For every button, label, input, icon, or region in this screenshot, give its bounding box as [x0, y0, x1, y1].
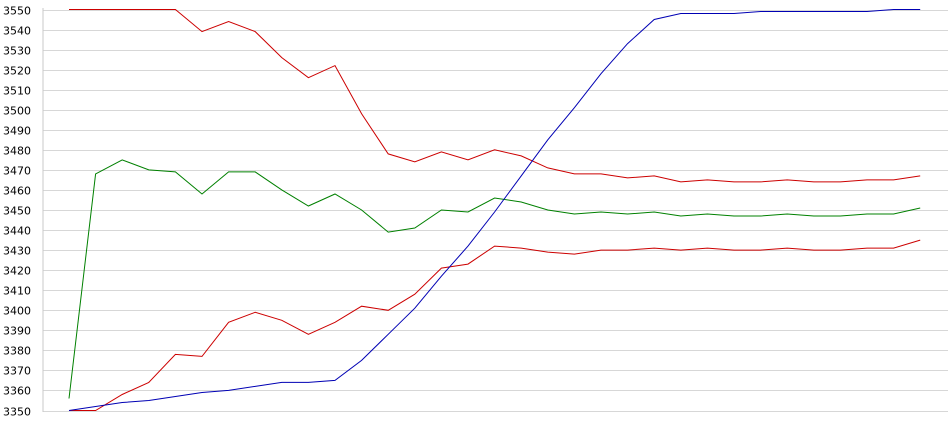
y-tick-label: 3460 — [3, 185, 31, 198]
series-line-2 — [68, 159, 921, 399]
y-tick-label: 3390 — [3, 325, 31, 338]
y-tick-label: 3500 — [3, 105, 31, 118]
y-tick-label: 3440 — [3, 225, 31, 238]
series-line-3 — [69, 239, 921, 411]
y-tick-label: 3350 — [3, 406, 31, 419]
series-lines — [68, 9, 921, 411]
y-tick-label: 3380 — [3, 345, 31, 358]
y-tick-label: 3470 — [3, 165, 31, 178]
y-tick-label: 3530 — [3, 45, 31, 58]
y-tick-label: 3360 — [3, 385, 31, 398]
y-tick-label: 3420 — [3, 265, 31, 278]
y-tick-label: 3480 — [3, 145, 31, 158]
y-axis-tick-labels: 3350 3360 3370 3380 3390 3400 3410 3420 3430 3440… — [3, 5, 31, 419]
y-tick-label: 3430 — [3, 245, 31, 258]
y-tick-label: 3490 — [3, 125, 31, 138]
y-tick-label: 3400 — [3, 305, 31, 318]
y-tick-label: 3520 — [3, 65, 31, 78]
y-tick-label: 3540 — [3, 25, 31, 38]
y-tick-label: 3450 — [3, 205, 31, 218]
series-line-4 — [68, 9, 921, 411]
series-line-1 — [69, 9, 921, 183]
y-tick-label: 3410 — [3, 285, 31, 298]
y-tick-label: 3550 — [3, 5, 31, 18]
y-tick-label: 3510 — [3, 85, 31, 98]
y-tick-label: 3370 — [3, 365, 31, 378]
